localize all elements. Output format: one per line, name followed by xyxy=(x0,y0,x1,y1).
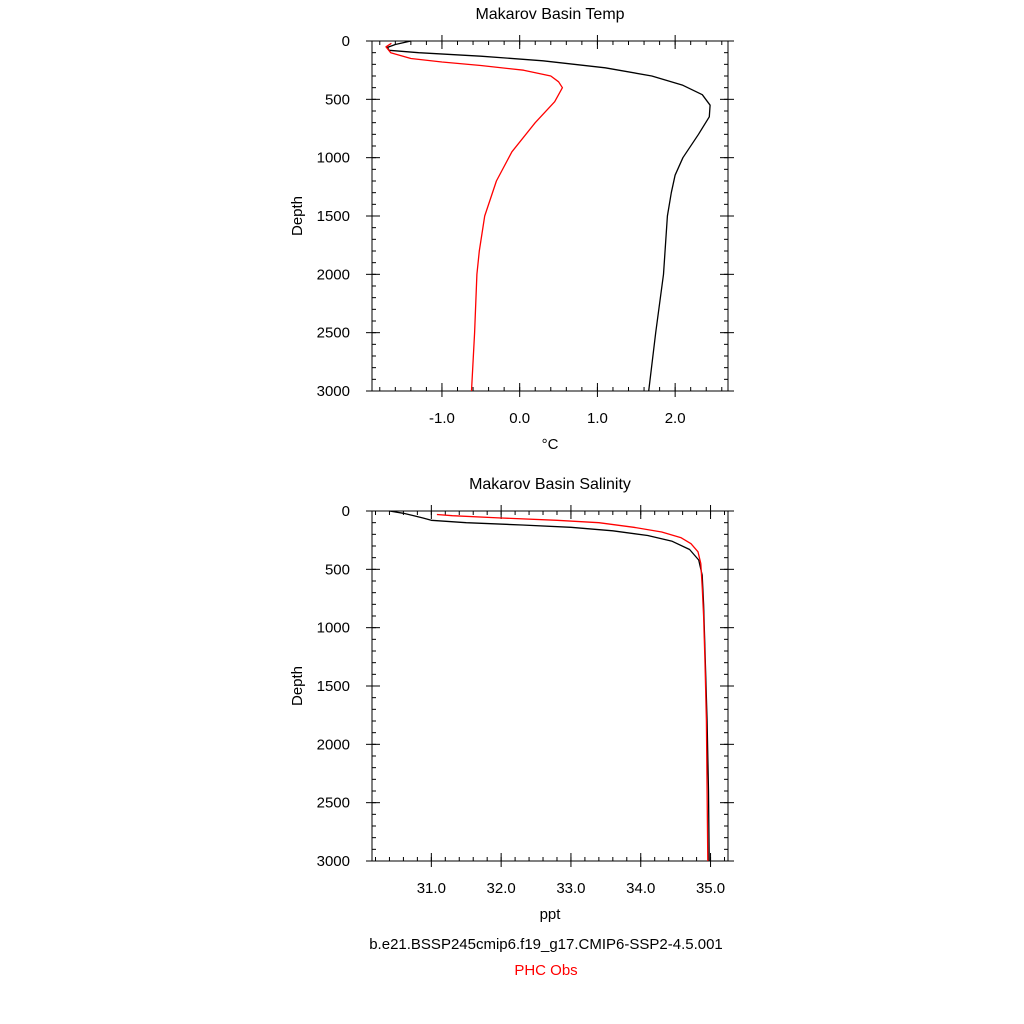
x-tick-label: 0.0 xyxy=(509,410,530,427)
y-tick-label: 0 xyxy=(342,503,350,520)
y-tick-label: 0 xyxy=(342,33,350,50)
x-tick-label: 31.0 xyxy=(417,880,446,897)
x-tick-label: 2.0 xyxy=(665,410,686,427)
y-axis-label: Depth xyxy=(289,666,306,706)
chart-title: Makarov Basin Temp xyxy=(475,6,624,23)
plot-frame xyxy=(371,510,729,862)
x-axis-label: °C xyxy=(542,436,559,453)
y-tick-label: 2000 xyxy=(317,736,350,753)
y-tick-label: 3000 xyxy=(317,383,350,400)
x-tick-label: 34.0 xyxy=(626,880,655,897)
y-tick-label: 2500 xyxy=(317,325,350,342)
model-series-line xyxy=(386,40,711,392)
x-tick-label: 1.0 xyxy=(587,410,608,427)
plot-frame xyxy=(371,40,729,392)
y-tick-label: 1500 xyxy=(317,678,350,695)
legend-obs-label: PHC Obs xyxy=(514,962,578,979)
y-tick-label: 2000 xyxy=(317,266,350,283)
x-tick-label: 32.0 xyxy=(487,880,516,897)
y-tick-label: 500 xyxy=(325,561,350,578)
x-tick-label: 33.0 xyxy=(556,880,585,897)
y-axis-label: Depth xyxy=(289,196,306,236)
y-tick-label: 1000 xyxy=(317,620,350,637)
salinity-panel: Makarov Basin Salinity 31.0 32.0 33.0 34.0 35… xyxy=(289,476,734,923)
y-tick-label: 2500 xyxy=(317,795,350,812)
x-tick-label: -1.0 xyxy=(429,410,455,427)
x-tick-label: 35.0 xyxy=(696,880,725,897)
model-series-line xyxy=(389,510,710,862)
obs-series-line xyxy=(385,42,564,392)
y-tick-label: 500 xyxy=(325,91,350,108)
legend-model-label: b.e21.BSSP245cmip6.f19_g17.CMIP6-SSP2-4.… xyxy=(369,936,723,953)
chart-title: Makarov Basin Salinity xyxy=(469,476,631,493)
y-tick-label: 1000 xyxy=(317,150,350,167)
x-axis-label: ppt xyxy=(540,906,562,923)
temp-panel: Makarov Basin Temp -1.0 0.0 1.0 2.0 0 500 1000 1… xyxy=(289,6,734,453)
y-tick-label: 3000 xyxy=(317,853,350,870)
y-tick-label: 1500 xyxy=(317,208,350,225)
obs-series-line xyxy=(436,513,709,862)
